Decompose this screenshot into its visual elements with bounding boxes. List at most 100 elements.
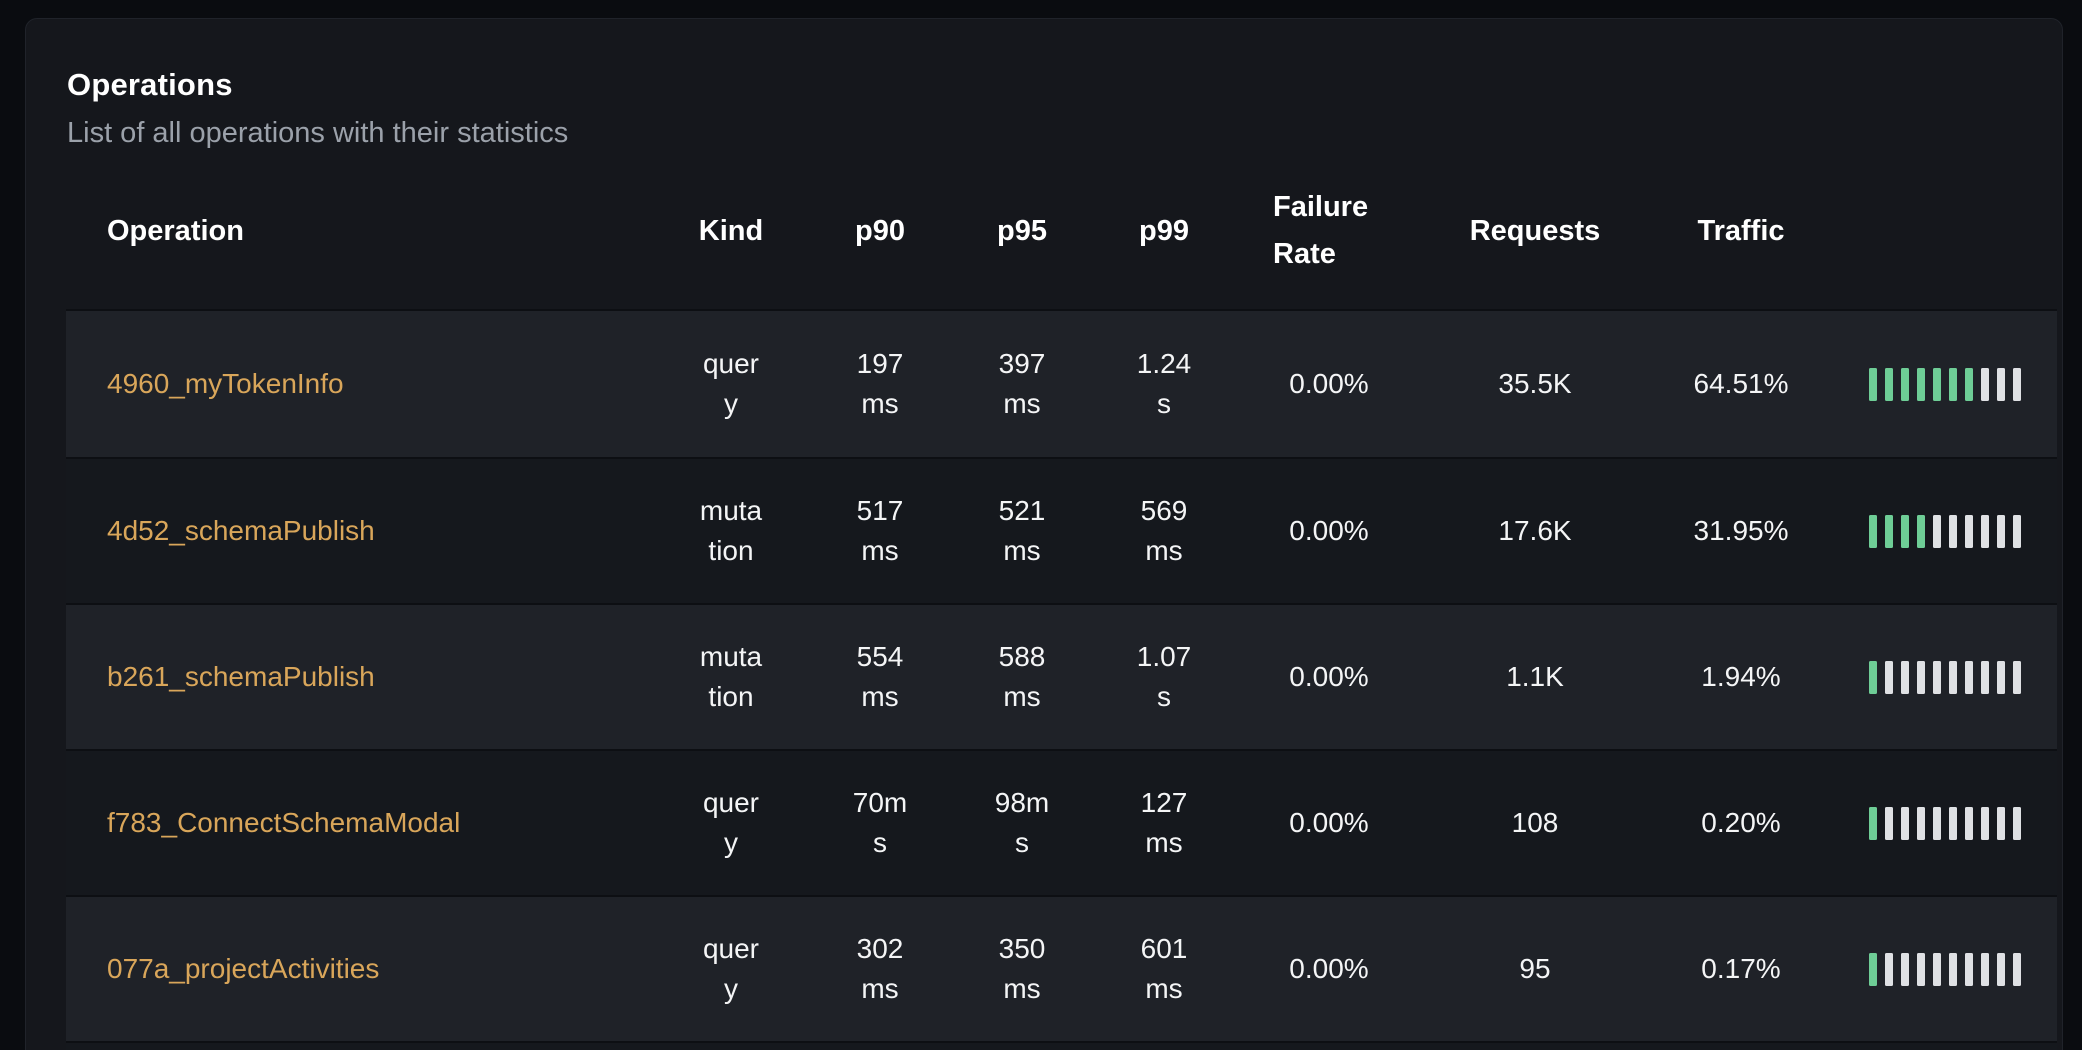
requests-cell: 17.6K <box>1498 515 1572 546</box>
traffic-sparkline <box>1833 367 2057 401</box>
traffic-bar-empty <box>1981 806 1989 840</box>
traffic-bar-empty <box>1933 660 1941 694</box>
column-header-requests: Requests <box>1469 215 1601 247</box>
traffic-bar-empty <box>2013 514 2021 548</box>
traffic-bar-filled <box>1869 367 1877 401</box>
column-header-operation: Operation <box>107 215 244 247</box>
traffic-bar-empty <box>1933 806 1941 840</box>
traffic-sparkline <box>1833 660 2057 694</box>
requests-cell: 35.5K <box>1498 368 1572 399</box>
table-body: 4960_myTokenInfo query 197ms 397ms 1.24s… <box>66 309 2057 1050</box>
p95-cell: 98ms <box>994 787 1050 858</box>
p95-cell: 588ms <box>998 641 1046 712</box>
traffic-bar-filled <box>1917 514 1925 548</box>
column-header-kind: Kind <box>698 215 764 247</box>
failure-rate-cell: 0.00% <box>1289 368 1369 399</box>
traffic-bar-empty <box>2013 367 2021 401</box>
traffic-bar-empty <box>1997 367 2005 401</box>
traffic-bar-empty <box>1965 660 1973 694</box>
kind-cell: query <box>702 787 760 858</box>
operation-link[interactable]: 4960_myTokenInfo <box>107 368 344 399</box>
kind-cell: mutation <box>699 641 763 712</box>
p99-cell: 569ms <box>1140 495 1188 566</box>
traffic-cell: 0.20% <box>1701 807 1781 838</box>
requests-cell: 108 <box>1511 807 1559 838</box>
traffic-bar-empty <box>1981 952 1989 986</box>
kind-cell: query <box>702 933 760 1004</box>
traffic-bar-empty <box>1949 952 1957 986</box>
traffic-bar-filled <box>1885 367 1893 401</box>
traffic-bar-empty <box>1901 660 1909 694</box>
traffic-cell: 31.95% <box>1693 515 1789 546</box>
traffic-cell: 0.17% <box>1701 953 1781 984</box>
traffic-bar-empty <box>1901 952 1909 986</box>
p90-cell: 302ms <box>856 933 904 1004</box>
operation-link[interactable]: b261_schemaPublish <box>107 661 375 692</box>
traffic-bar-empty <box>1933 514 1941 548</box>
traffic-bar-filled <box>1869 952 1877 986</box>
kind-cell: query <box>702 348 760 419</box>
next-row-edge <box>66 1041 2057 1050</box>
traffic-bar-empty <box>1981 514 1989 548</box>
traffic-bar-empty <box>1997 660 2005 694</box>
p90-cell: 70ms <box>852 787 908 858</box>
operation-link[interactable]: f783_ConnectSchemaModal <box>107 807 461 838</box>
kind-cell: mutation <box>699 495 763 566</box>
failure-rate-cell: 0.00% <box>1289 515 1369 546</box>
column-header-failure-rate: Failure Rate <box>1273 191 1369 270</box>
traffic-bar-filled <box>1901 514 1909 548</box>
traffic-bar-empty <box>1885 660 1893 694</box>
p95-cell: 350ms <box>998 933 1046 1004</box>
traffic-bar-empty <box>1933 952 1941 986</box>
column-header-p99: p99 <box>1139 215 1189 247</box>
p99-cell: 601ms <box>1140 933 1188 1004</box>
p99-cell: 1.07s <box>1136 641 1192 712</box>
operation-link[interactable]: 4d52_schemaPublish <box>107 515 375 546</box>
table-row[interactable]: f783_ConnectSchemaModal query 70ms 98ms … <box>66 749 2057 895</box>
failure-rate-cell: 0.00% <box>1289 807 1369 838</box>
table-row[interactable]: 077a_projectActivities query 302ms 350ms… <box>66 895 2057 1041</box>
traffic-bar-empty <box>1997 514 2005 548</box>
traffic-sparkline <box>1833 952 2057 986</box>
traffic-bar-empty <box>1997 952 2005 986</box>
traffic-bar-empty <box>1949 660 1957 694</box>
traffic-bar-filled <box>1869 514 1877 548</box>
traffic-bar-filled <box>1869 660 1877 694</box>
p90-cell: 197ms <box>856 348 904 419</box>
traffic-cell: 64.51% <box>1693 368 1789 399</box>
traffic-cell: 1.94% <box>1701 661 1781 692</box>
column-header-p95: p95 <box>997 215 1047 247</box>
table-row[interactable]: 4d52_schemaPublish mutation 517ms 521ms … <box>66 457 2057 603</box>
p95-cell: 397ms <box>998 348 1046 419</box>
traffic-bar-empty <box>1965 952 1973 986</box>
panel-subtitle: List of all operations with their statis… <box>67 117 569 149</box>
traffic-bar-filled <box>1965 367 1973 401</box>
p99-cell: 127ms <box>1140 787 1188 858</box>
traffic-bar-empty <box>1981 660 1989 694</box>
requests-cell: 95 <box>1519 953 1551 984</box>
traffic-bar-empty <box>1965 514 1973 548</box>
traffic-bar-filled <box>1885 514 1893 548</box>
table-row[interactable]: 4960_myTokenInfo query 197ms 397ms 1.24s… <box>66 311 2057 457</box>
traffic-bar-empty <box>1949 806 1957 840</box>
traffic-bar-filled <box>1949 367 1957 401</box>
traffic-bar-filled <box>1917 367 1925 401</box>
table-row[interactable]: b261_schemaPublish mutation 554ms 588ms … <box>66 603 2057 749</box>
failure-rate-cell: 0.00% <box>1289 661 1369 692</box>
traffic-bar-empty <box>2013 660 2021 694</box>
traffic-bar-empty <box>2013 952 2021 986</box>
traffic-bar-filled <box>1933 367 1941 401</box>
operations-panel: Operations List of all operations with t… <box>25 18 2063 1050</box>
column-header-traffic: Traffic <box>1697 215 1785 247</box>
traffic-bar-empty <box>1917 806 1925 840</box>
traffic-bar-empty <box>2013 806 2021 840</box>
operation-link[interactable]: 077a_projectActivities <box>107 953 380 984</box>
requests-cell: 1.1K <box>1506 661 1564 692</box>
traffic-bar-filled <box>1901 367 1909 401</box>
traffic-bar-empty <box>1917 952 1925 986</box>
p90-cell: 517ms <box>856 495 904 566</box>
operations-table: Operation Kind p90 p95 p99 Failure Rate … <box>66 153 2057 1050</box>
p90-cell: 554ms <box>856 641 904 712</box>
traffic-bar-empty <box>1885 952 1893 986</box>
failure-rate-cell: 0.00% <box>1289 953 1369 984</box>
